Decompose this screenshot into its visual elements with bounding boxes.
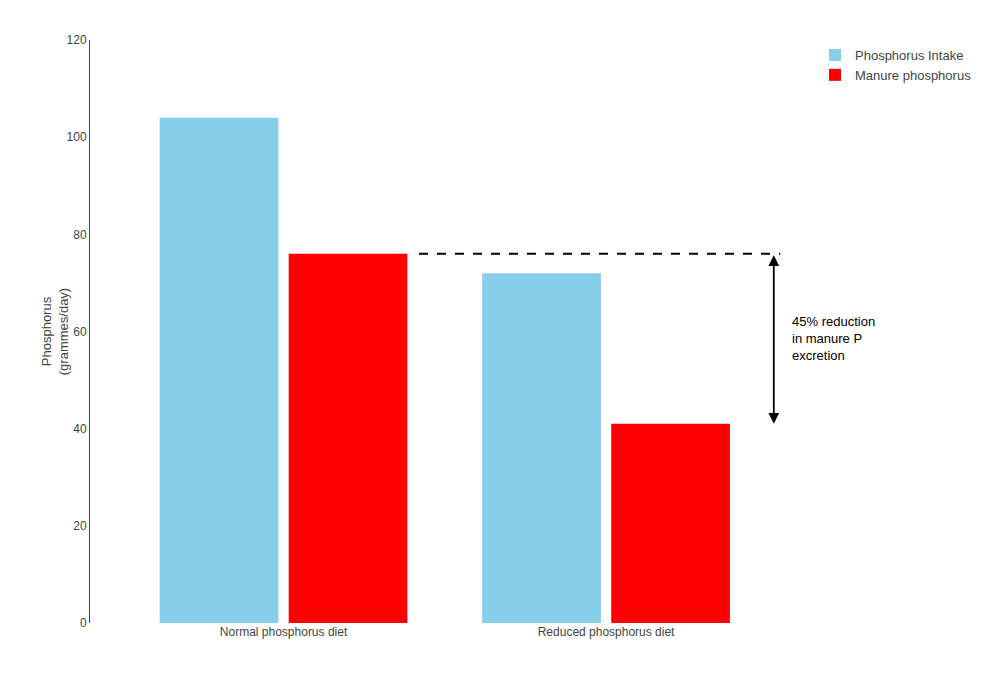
svg-text:20: 20	[73, 519, 87, 533]
svg-text:45% reductionin manure Pexcret: 45% reductionin manure Pexcretion	[792, 314, 875, 363]
svg-text:Phosphorus Intake: Phosphorus Intake	[855, 48, 963, 63]
svg-text:60: 60	[73, 325, 87, 339]
svg-text:120: 120	[67, 33, 87, 47]
svg-text:Phosphorus(grammes/day): Phosphorus(grammes/day)	[39, 288, 71, 375]
svg-text:80: 80	[73, 228, 87, 242]
svg-text:0: 0	[80, 616, 87, 630]
svg-text:Normal phosphorus diet: Normal phosphorus diet	[220, 625, 348, 639]
svg-text:40: 40	[73, 422, 87, 436]
svg-text:Manure phosphorus: Manure phosphorus	[855, 68, 971, 83]
svg-text:Reduced phosphorus diet: Reduced phosphorus diet	[538, 625, 675, 639]
svg-text:100: 100	[67, 130, 87, 144]
